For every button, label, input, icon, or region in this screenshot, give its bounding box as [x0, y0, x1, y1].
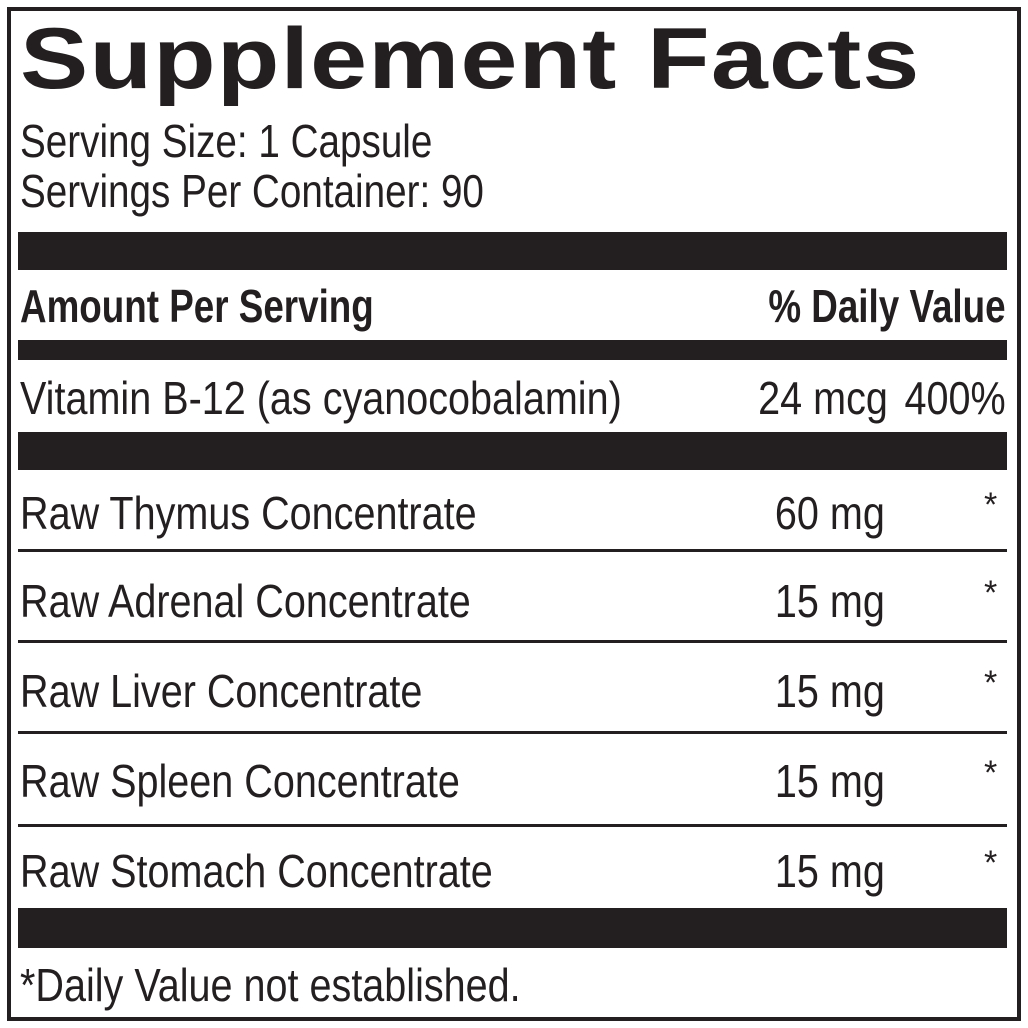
ingredient-name: Raw Adrenal Concentrate: [20, 575, 471, 627]
ingredient-name: Raw Thymus Concentrate: [20, 487, 477, 539]
medium-divider: [18, 340, 1007, 360]
row-divider: [18, 640, 1007, 643]
vitamin-name: Vitamin B-12 (as cyanocobalamin): [20, 372, 622, 424]
ingredient-name: Raw Spleen Concentrate: [20, 755, 460, 807]
row-divider: [18, 731, 1007, 734]
ingredient-daily-value: *: [984, 754, 998, 792]
thick-divider: [18, 908, 1007, 948]
ingredient-amount: 60 mg: [775, 487, 885, 539]
ingredient-daily-value: *: [984, 574, 998, 612]
ingredient-amount: 15 mg: [775, 755, 885, 807]
ingredient-name: Raw Stomach Concentrate: [20, 845, 493, 897]
thick-divider: [18, 232, 1007, 270]
vitamin-amount: 24 mcg: [758, 372, 888, 424]
ingredient-daily-value: *: [984, 486, 998, 524]
ingredient-amount: 15 mg: [775, 845, 885, 897]
amount-per-serving-header: Amount Per Serving: [20, 280, 374, 332]
ingredient-daily-value: *: [984, 664, 998, 702]
vitamin-daily-value: 400%: [904, 372, 1006, 424]
serving-size: Serving Size: 1 Capsule: [20, 115, 433, 167]
label-border: [7, 7, 1021, 1021]
ingredient-amount: 15 mg: [775, 575, 885, 627]
page-title: Supplement Facts: [20, 11, 921, 107]
row-divider: [18, 549, 1007, 552]
daily-value-header: % Daily Value: [768, 280, 1006, 332]
ingredient-name: Raw Liver Concentrate: [20, 665, 423, 717]
footnote: *Daily Value not established.: [20, 959, 521, 1011]
servings-per-container: Servings Per Container: 90: [20, 165, 484, 217]
ingredient-daily-value: *: [984, 844, 998, 882]
ingredient-amount: 15 mg: [775, 665, 885, 717]
thick-divider: [18, 432, 1007, 470]
row-divider: [18, 824, 1007, 827]
